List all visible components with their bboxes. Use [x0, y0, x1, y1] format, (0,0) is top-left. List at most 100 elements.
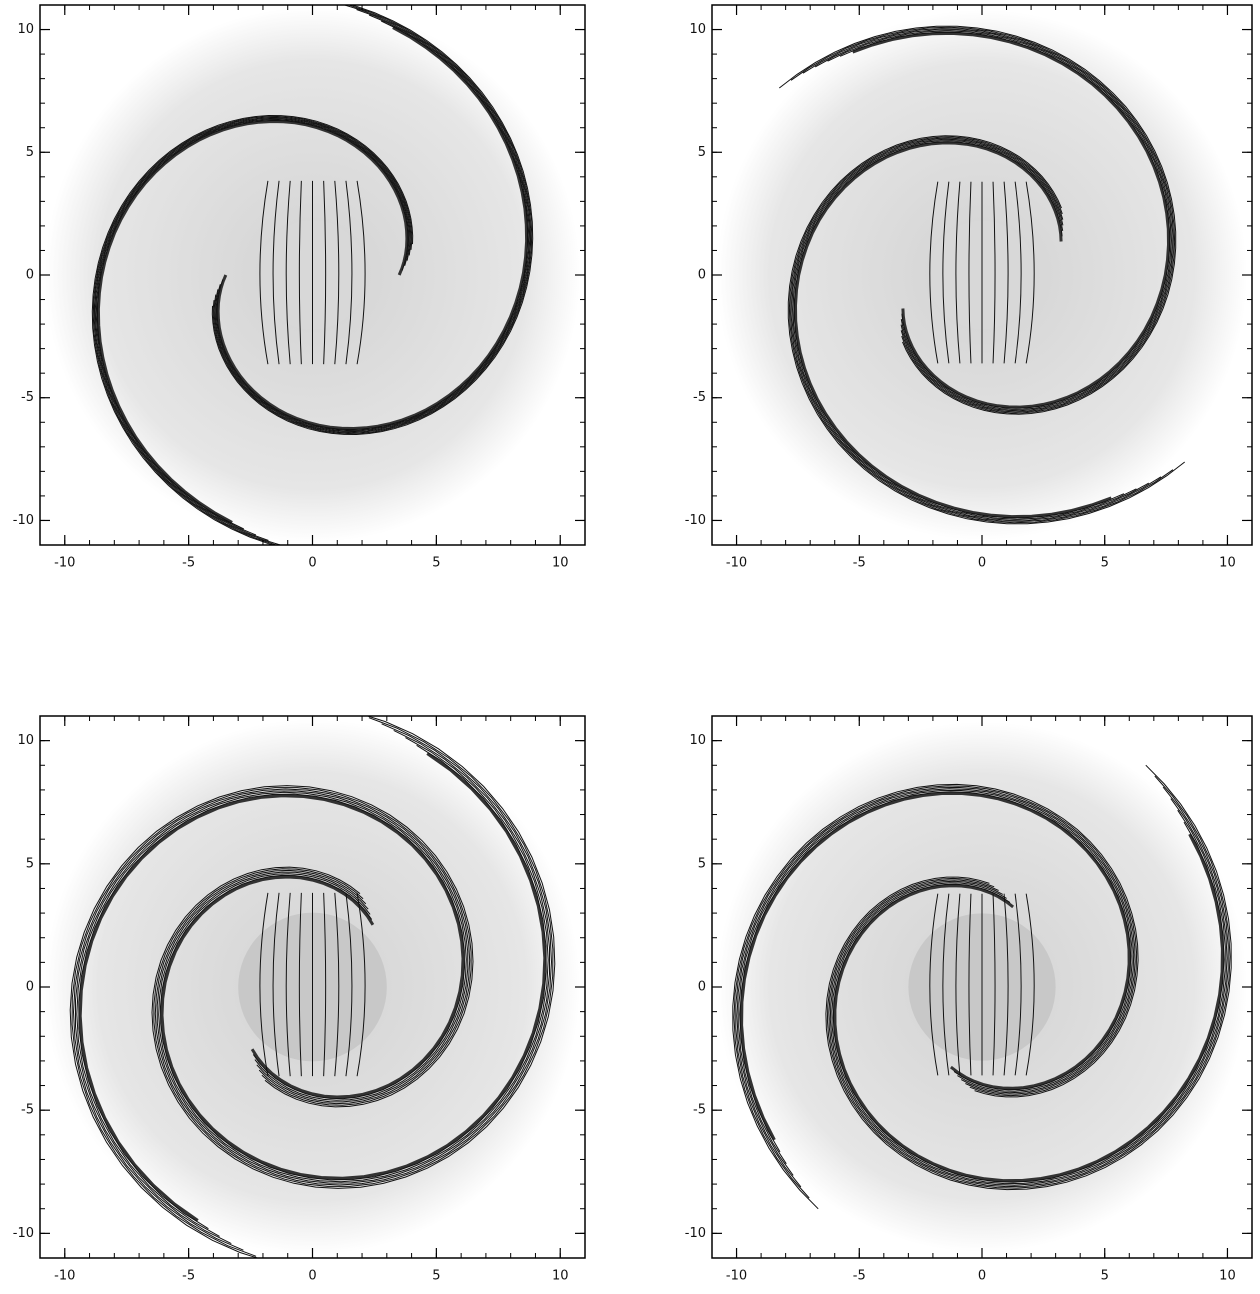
contour-line [345, 180, 353, 365]
x-tick-label: -5 [853, 1269, 866, 1284]
contour-line [94, 117, 411, 541]
contour-line [1014, 181, 1022, 364]
x-tick-label: -5 [182, 1269, 195, 1284]
x-tick-label: 5 [1101, 1269, 1109, 1284]
y-tick-label: -10 [13, 1226, 34, 1241]
contour-line [968, 181, 972, 364]
x-tick-label: -10 [54, 1269, 75, 1284]
contour-line [735, 786, 1136, 1188]
plot-area [44, 716, 581, 1258]
contour-line [826, 775, 1231, 1189]
contour-line [158, 737, 549, 1183]
x-tick-label: 5 [432, 1269, 440, 1284]
contour-line [1025, 893, 1035, 1076]
contour-line [272, 180, 280, 365]
y-tick-label: 0 [698, 980, 706, 995]
contour-line [259, 180, 269, 365]
contour-line [156, 729, 550, 1184]
contour-line [942, 893, 950, 1076]
contour-line [739, 791, 1132, 1153]
contour-line [792, 140, 1137, 520]
contour-line [159, 744, 547, 1181]
y-tick-label: -10 [685, 513, 706, 528]
y-tick-label: -5 [21, 390, 34, 405]
x-tick-label: -5 [853, 556, 866, 571]
contour-line [356, 180, 366, 365]
contour-line [78, 794, 465, 1222]
contour-line [825, 764, 1232, 1191]
y-tick-label: 10 [17, 22, 34, 37]
y-tick-label: -10 [685, 1226, 706, 1241]
x-tick-label: 10 [552, 556, 569, 571]
contour-line [929, 181, 939, 364]
x-tick-label: 5 [432, 556, 440, 571]
panel: -10 -5 0 5 10 -10 -5 0 5 10 [13, 4, 586, 571]
contour-line [323, 892, 327, 1077]
contour-line [216, 26, 529, 431]
contour-line [793, 141, 1112, 519]
contour-line [738, 789, 1133, 1165]
y-tick-label: -10 [13, 513, 34, 528]
y-tick-label: 10 [17, 733, 34, 748]
contour-line [151, 716, 556, 1189]
contour-line [992, 893, 996, 1076]
y-tick-label: 10 [689, 22, 706, 37]
contour-line [778, 25, 1177, 415]
contour-line [285, 892, 291, 1077]
contour-line [71, 787, 472, 1257]
y-tick-label: 0 [26, 980, 34, 995]
x-tick-label: 0 [308, 1269, 316, 1284]
contour-line [323, 180, 327, 365]
contour-line [733, 785, 1138, 1199]
contour-line [732, 783, 1139, 1210]
contour-line [93, 116, 412, 545]
contour-line [1014, 893, 1022, 1076]
x-tick-label: -10 [726, 1269, 747, 1284]
plot-area [716, 9, 1248, 541]
plot-area [44, 5, 581, 545]
contour-line [259, 892, 269, 1077]
contour-line [154, 723, 553, 1186]
y-tick-label: 5 [698, 145, 706, 160]
contour-line [356, 892, 366, 1077]
contour-line [942, 181, 950, 364]
contour-line [790, 26, 1176, 414]
contour-line [91, 114, 414, 545]
contour-line [285, 180, 291, 365]
y-tick-label: 0 [698, 268, 706, 283]
contour-line [740, 791, 1131, 1141]
contour-line [298, 180, 302, 365]
contour-line [833, 833, 1224, 1183]
contour-line [96, 119, 409, 530]
contour-line [272, 892, 280, 1077]
contour-line [334, 892, 340, 1077]
panel: -10 -5 0 5 10 -10 -5 0 5 10 [685, 715, 1253, 1284]
x-tick-label: -5 [182, 556, 195, 571]
contour-line [213, 5, 532, 434]
contour-line [968, 893, 972, 1076]
x-tick-label: 0 [978, 1269, 986, 1284]
contour-line [216, 20, 529, 431]
contour-line [929, 893, 939, 1076]
contour-line [788, 136, 1174, 524]
x-tick-label: 0 [308, 556, 316, 571]
contour-line [75, 790, 469, 1245]
y-tick-label: 5 [26, 856, 34, 871]
contour-line [1025, 181, 1035, 364]
contour-line [1003, 181, 1009, 364]
contour-line [829, 798, 1228, 1186]
contour-line [345, 892, 353, 1077]
contour-line [790, 137, 1162, 522]
contour-line [992, 181, 996, 364]
contour-line [334, 180, 340, 365]
y-tick-label: 5 [698, 856, 706, 871]
panel: -10 -5 0 5 10 -10 -5 0 5 10 [13, 715, 586, 1284]
contour-line [153, 717, 554, 1187]
contour-line [95, 118, 410, 536]
contour-line [215, 14, 530, 432]
contour-line [955, 181, 961, 364]
contour-line [802, 28, 1174, 413]
contour-line [96, 119, 409, 524]
contour-line [828, 786, 1229, 1188]
